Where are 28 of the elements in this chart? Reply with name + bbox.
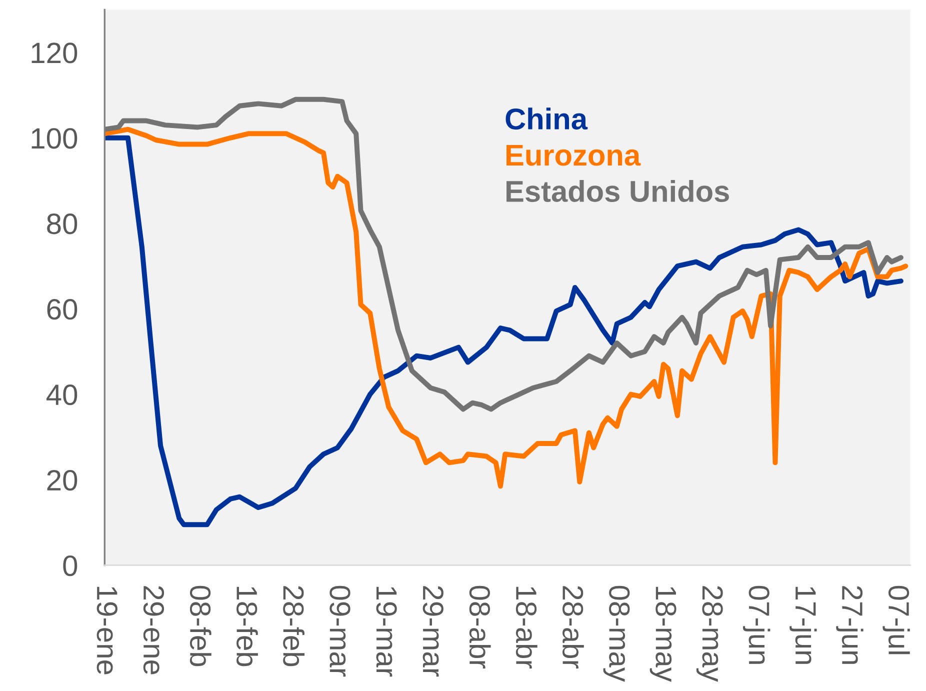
y-tick-label: 80 <box>47 214 78 234</box>
x-tick-label: 28-abr <box>562 586 584 669</box>
y-tick-label: 40 <box>46 384 78 406</box>
x-tick-label: 19-ene <box>96 586 118 674</box>
x-tick-label: 18-abr <box>516 586 538 669</box>
y-tick-label: 120 <box>32 42 78 64</box>
x-tick-label: 08-feb <box>190 586 212 666</box>
x-tick-label: 29-ene <box>143 586 164 674</box>
x-tick-label: 09-mar <box>330 586 350 677</box>
text: Estados Unidos <box>506 180 729 202</box>
x-tick-label: 18-feb <box>236 586 258 666</box>
y-tick-label: 20 <box>47 470 78 491</box>
x-tick-label: 28-feb <box>283 586 305 666</box>
x-tick-label: 29-mar <box>422 586 444 677</box>
x-tick-label: 27-jun <box>836 586 864 664</box>
x-tick-label: 17-jun <box>790 586 817 664</box>
x-tick-label: 08-may <box>603 586 630 682</box>
text: Eurozona <box>506 144 641 166</box>
x-tick-label: 07-jul <box>882 586 910 654</box>
x-tick-label: 19-mar <box>376 586 397 677</box>
text: China <box>506 108 588 130</box>
x-tick-label: 08-abr <box>469 586 491 669</box>
y-tick-label: 60 <box>47 299 78 320</box>
x-tick-label: 18-may <box>650 586 676 682</box>
x-tick-label: 28-may <box>696 586 723 682</box>
y-tick-label: 0 <box>63 555 78 576</box>
y-tick-label: 100 <box>32 128 78 149</box>
x-tick-label: 07-jun <box>742 586 770 664</box>
